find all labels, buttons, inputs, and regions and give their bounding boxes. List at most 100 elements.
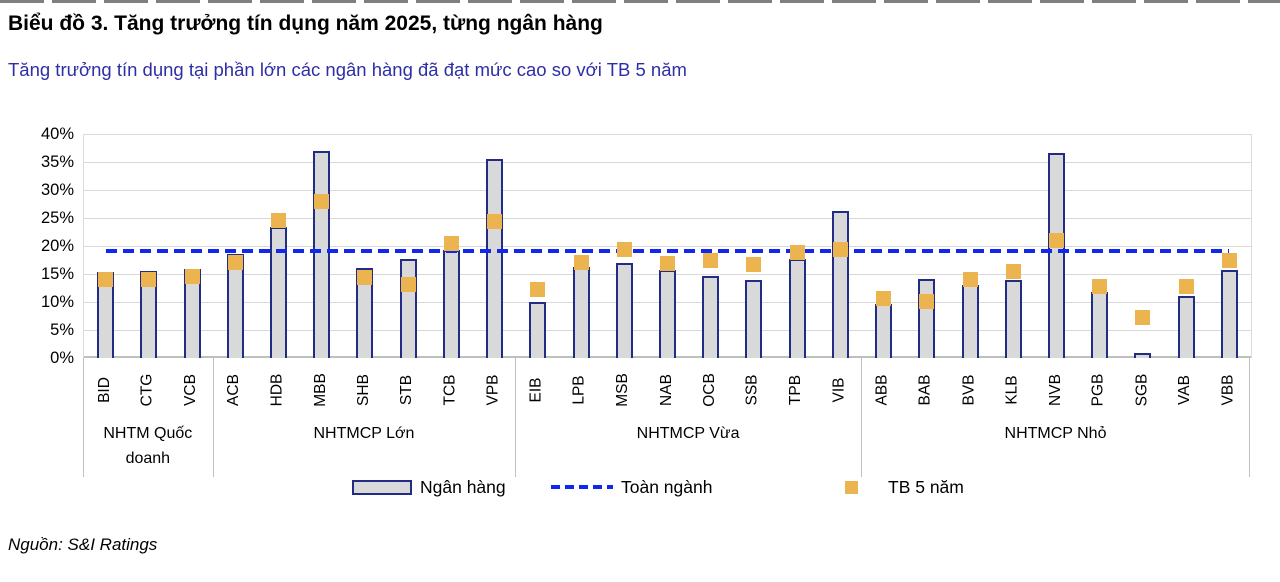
group-label-2: NHTMCP Lớn xyxy=(313,425,415,442)
x-axis-label-SHB: SHB xyxy=(354,374,372,406)
x-axis-label-VCB: VCB xyxy=(182,374,200,406)
avg5y-marker-BAB xyxy=(919,293,935,309)
x-axis-label-LPB: LPB xyxy=(571,375,589,405)
x-axis-label-HDB: HDB xyxy=(268,373,286,407)
bar-EIB xyxy=(529,302,547,358)
y-axis-label-20: 20% xyxy=(40,237,74,255)
legend-bar-swatch xyxy=(352,479,412,495)
gridline-25 xyxy=(84,217,1251,219)
x-axis-label-NAB: NAB xyxy=(657,374,675,406)
avg5y-marker-VAB xyxy=(1178,278,1194,294)
x-axis-label-VAB: VAB xyxy=(1176,375,1194,405)
avg5y-marker-PGB xyxy=(1092,278,1108,294)
avg5y-marker-MSB xyxy=(616,241,632,257)
avg5y-marker-CTG xyxy=(141,271,157,287)
x-axis-label-VBB: VBB xyxy=(1219,374,1237,406)
y-axis-label-35: 35% xyxy=(40,153,74,171)
bar-ABB xyxy=(875,304,893,358)
bar-KLB xyxy=(1004,279,1022,358)
y-axis-label-0: 0% xyxy=(50,349,74,367)
group-separator-3 xyxy=(861,358,862,477)
group-separator-1 xyxy=(212,358,214,477)
avg5y-marker-SGB xyxy=(1135,309,1151,325)
avg5y-marker-TCB xyxy=(443,235,459,251)
x-axis-label-VPB: VPB xyxy=(484,374,502,406)
bar-VPB xyxy=(486,159,504,358)
x-axis-label-ABB: ABB xyxy=(873,374,891,406)
bar-ACB xyxy=(226,253,244,358)
bar-TPB xyxy=(788,259,806,358)
bar-HDB xyxy=(270,226,287,358)
bar-SSB xyxy=(745,279,763,358)
x-axis-label-STB: STB xyxy=(398,374,416,406)
avg5y-marker-SSB xyxy=(746,256,762,272)
legend-item-industry: Toàn ngành xyxy=(551,476,712,498)
avg5y-marker-NAB xyxy=(660,255,675,271)
avg5y-marker-MBB xyxy=(314,194,330,210)
gridline-20 xyxy=(84,245,1251,247)
group-separator-4 xyxy=(1249,358,1250,477)
x-axis-label-PGB: PGB xyxy=(1089,373,1107,407)
x-axis-label-MBB: MBB xyxy=(311,373,329,407)
gridline-30 xyxy=(84,189,1251,191)
group-label-3: NHTMCP Vừa xyxy=(636,425,740,442)
avg5y-marker-KLB xyxy=(1005,263,1021,279)
avg5y-marker-TPB xyxy=(789,245,805,261)
legend-dashed-line-swatch xyxy=(551,485,613,489)
y-axis-label-15: 15% xyxy=(40,265,74,283)
group-separator-2 xyxy=(515,358,517,477)
x-axis-zone: BID CTG VCB ACB HDB MBB SHB STB TCB VPB EIB LPB MSB N… xyxy=(83,358,1250,478)
bar-BAB xyxy=(918,279,936,358)
page-top-divider xyxy=(0,0,1280,3)
legend-bar-label: Ngân hàng xyxy=(420,476,506,497)
x-axis-label-EIB: EIB xyxy=(527,377,545,403)
y-axis-label-25: 25% xyxy=(40,209,74,227)
y-axis-label-10: 10% xyxy=(40,293,74,311)
avg5y-marker-OCB xyxy=(703,252,719,268)
gridline-40 xyxy=(84,133,1251,135)
bar-BVB xyxy=(961,285,979,358)
x-axis-label-NVB: NVB xyxy=(1046,374,1064,406)
legend-item-banks: Ngân hàng xyxy=(352,476,506,498)
bar-MSB xyxy=(615,263,633,358)
avg5y-marker-SHB xyxy=(357,270,373,286)
bar-LPB xyxy=(572,267,590,358)
bar-MBB xyxy=(313,151,331,358)
bar-TCB xyxy=(442,250,460,358)
bar-SHB xyxy=(356,267,374,358)
y-axis-label-30: 30% xyxy=(40,181,74,199)
x-axis-label-CTG: CTG xyxy=(138,373,156,407)
avg5y-marker-EIB xyxy=(530,281,546,297)
x-axis-label-OCB: OCB xyxy=(700,373,718,407)
chart-subtitle: Tăng trưởng tín dụng tại phần lớn các ng… xyxy=(8,59,687,80)
bar-SGB xyxy=(1134,352,1152,358)
plot-area xyxy=(83,133,1252,358)
chart-title: Biểu đồ 3. Tăng trưởng tín dụng năm 2025… xyxy=(8,12,603,35)
source-note: Nguồn: S&I Ratings xyxy=(8,535,158,554)
industry-average-line xyxy=(105,249,1230,254)
group-separator-0 xyxy=(83,358,84,477)
avg5y-marker-VIB xyxy=(832,242,848,258)
y-axis-label-40: 40% xyxy=(40,125,74,143)
avg5y-marker-VCB xyxy=(184,268,200,284)
group-label-1: NHTM Quốc doanh xyxy=(103,425,193,467)
y-axis-label-5: 5% xyxy=(50,321,74,339)
x-axis-label-ACB: ACB xyxy=(225,374,243,406)
legend-item-5y-average: TB 5 năm xyxy=(845,476,964,498)
bar-VAB xyxy=(1177,295,1195,358)
bar-OCB xyxy=(702,275,720,358)
avg5y-marker-VPB xyxy=(487,214,503,230)
x-axis-label-BID: BID xyxy=(95,377,113,403)
bar-VIB xyxy=(831,210,849,358)
bar-STB xyxy=(399,258,417,358)
avg5y-marker-STB xyxy=(400,276,416,292)
avg5y-marker-ACB xyxy=(227,255,243,271)
avg5y-marker-HDB xyxy=(271,213,286,229)
avg5y-marker-VBB xyxy=(1221,252,1237,268)
x-axis-label-BVB: BVB xyxy=(960,374,978,406)
x-axis-label-SSB: SSB xyxy=(743,374,761,406)
avg5y-marker-LPB xyxy=(573,255,589,271)
avg5y-marker-BID xyxy=(98,272,114,288)
x-axis-label-KLB: KLB xyxy=(1003,375,1021,405)
